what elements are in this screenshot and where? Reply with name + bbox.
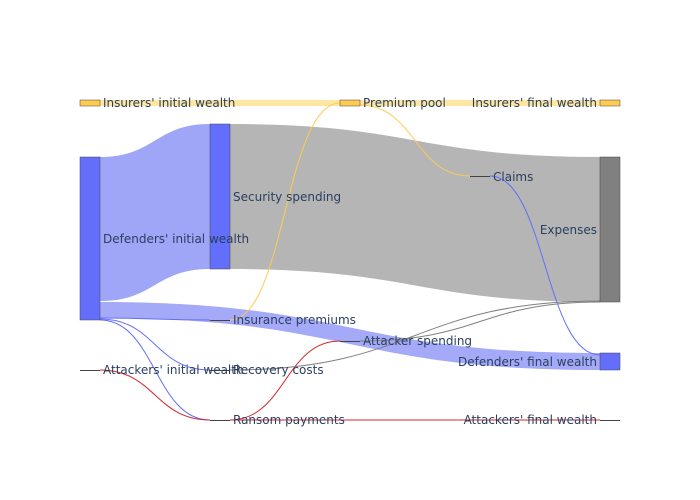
node-security-spending[interactable]: [209, 123, 231, 270]
link-defenders-to-ransom-payments[interactable]: [99, 319, 211, 421]
node-attackers-initial[interactable]: [80, 370, 100, 371]
node-defenders-final[interactable]: [599, 352, 621, 371]
link-insurers-to-premium-pool[interactable]: [100, 100, 340, 106]
node-premium-pool[interactable]: [339, 99, 361, 107]
link-premium-pool-to-claims[interactable]: [359, 104, 471, 177]
link-claims-to-defenders-final[interactable]: [489, 175, 601, 356]
node-attacker-spending[interactable]: [340, 341, 360, 342]
label-claims: Claims: [493, 170, 533, 184]
link-defenders-to-recovery-costs[interactable]: [99, 318, 211, 371]
label-attackers-final: Attackers' final wealth: [464, 413, 597, 427]
node-insurers-initial[interactable]: [79, 99, 101, 107]
node-insurance-premiums[interactable]: [210, 320, 230, 321]
sankey-nodes: [79, 99, 621, 421]
node-ransom-payments[interactable]: [210, 420, 230, 421]
label-insurers-final: Insurers' final wealth: [472, 96, 597, 110]
link-recovery-to-expenses[interactable]: [229, 300, 601, 371]
link-insurance-premiums-to-premium-pool[interactable]: [229, 102, 341, 321]
node-expenses[interactable]: [599, 156, 621, 303]
link-defenders-to-security[interactable]: [100, 124, 210, 301]
link-defenders-to-defenders-final[interactable]: [100, 302, 600, 370]
sankey-labels: Insurers' initial wealth Premium pool In…: [103, 96, 597, 427]
label-security-spending: Security spending: [233, 190, 341, 204]
link-defenders-to-insurance-premiums[interactable]: [99, 317, 211, 321]
label-attacker-spending: Attacker spending: [363, 334, 472, 348]
label-premium-pool: Premium pool: [363, 96, 446, 110]
node-insurers-final[interactable]: [599, 99, 621, 107]
label-insurance-premiums: Insurance premiums: [233, 313, 356, 327]
node-defenders-initial[interactable]: [79, 156, 101, 321]
label-expenses: Expenses: [540, 223, 597, 237]
label-defenders-initial: Defenders' initial wealth: [103, 232, 249, 246]
link-attackers-to-ransom-payments[interactable]: [99, 369, 211, 421]
link-premium-pool-to-insurers-final[interactable]: [360, 100, 600, 106]
link-security-to-expenses[interactable]: [230, 124, 600, 302]
label-ransom-payments: Ransom payments: [233, 413, 345, 427]
label-recovery-costs: Recovery costs: [233, 363, 324, 377]
label-attackers-initial: Attackers' initial wealth: [103, 363, 244, 377]
node-attackers-final[interactable]: [600, 420, 620, 421]
node-recovery-costs[interactable]: [210, 370, 230, 371]
label-defenders-final: Defenders' final wealth: [458, 355, 597, 369]
label-insurers-initial: Insurers' initial wealth: [103, 96, 235, 110]
node-claims[interactable]: [470, 176, 490, 177]
sankey-links: [99, 100, 601, 421]
link-ransom-to-attacker-spending[interactable]: [229, 340, 341, 421]
link-attacker-spending-to-expenses[interactable]: [359, 301, 601, 342]
